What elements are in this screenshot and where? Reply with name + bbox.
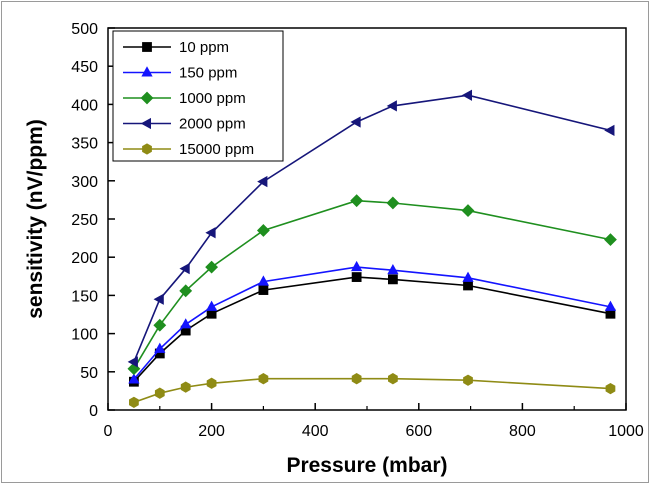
legend-swatch-marker [142, 143, 152, 155]
data-point-10-ppm [387, 274, 398, 285]
series-line-150-ppm [133, 266, 611, 380]
series-layer [127, 89, 617, 408]
data-point-150-ppm [604, 300, 617, 311]
y-tick-label: 300 [71, 174, 98, 191]
legend-item-15000-ppm: 15000 ppm [123, 141, 254, 158]
series-line-1000-ppm [133, 199, 611, 370]
legend-label: 10 ppm [179, 39, 229, 56]
series-150-ppm [128, 260, 617, 384]
data-point-1000-ppm [350, 194, 364, 208]
y-tick-label: 150 [71, 288, 98, 305]
y-tick-label: 200 [71, 250, 98, 267]
data-point-2000-ppm [127, 356, 138, 368]
x-tick-label: 1000 [608, 423, 644, 440]
data-point-150-ppm [180, 318, 192, 329]
x-axis-title: Pressure (mbar) [286, 454, 447, 477]
data-point-1000-ppm [386, 196, 400, 210]
data-point-2000-ppm [604, 124, 615, 137]
x-tick-label: 800 [509, 423, 536, 440]
legend-swatch-marker [142, 42, 152, 52]
data-point-10-ppm [463, 280, 473, 291]
series-2000-ppm [127, 89, 615, 368]
y-tick-label: 250 [71, 212, 98, 229]
x-tick-label: 200 [198, 423, 225, 440]
legend-swatch-marker [141, 66, 153, 77]
x-tick-label: 0 [104, 423, 113, 440]
data-point-150-ppm [205, 300, 218, 311]
data-point-15000-ppm [351, 373, 362, 385]
series-15000-ppm [129, 373, 616, 408]
data-point-1000-ppm [179, 284, 193, 298]
x-tick-label: 400 [302, 423, 329, 440]
legend-item-150-ppm: 150 ppm [123, 65, 237, 82]
y-tick-label: 100 [71, 327, 98, 344]
axes-layer: 0 200 400 600 800 1000 0 50 100 150 200 250 300 350 40… [71, 21, 644, 440]
data-point-15000-ppm [154, 387, 165, 399]
legend-label: 2000 ppm [179, 116, 246, 133]
data-point-2000-ppm [205, 227, 216, 239]
data-point-1000-ppm [461, 204, 475, 218]
data-point-2000-ppm [257, 175, 268, 188]
legend-label: 1000 ppm [179, 90, 246, 107]
data-point-15000-ppm [463, 374, 473, 386]
legend-item-10-ppm: 10 ppm [123, 39, 229, 56]
y-tick-label: 350 [71, 136, 98, 153]
data-point-2000-ppm [386, 100, 397, 112]
data-point-1000-ppm [256, 224, 270, 237]
data-point-150-ppm [462, 271, 474, 282]
series-1000-ppm [127, 194, 617, 376]
data-point-15000-ppm [180, 381, 191, 393]
data-point-150-ppm [351, 260, 363, 272]
data-point-150-ppm [387, 263, 399, 275]
data-point-1000-ppm [604, 233, 617, 247]
data-point-15000-ppm [388, 373, 398, 385]
data-point-15000-ppm [605, 382, 616, 395]
x-tick-label: 600 [405, 423, 432, 440]
data-point-1000-ppm [205, 260, 219, 274]
legend-item-2000-ppm: 2000 ppm [123, 116, 246, 133]
y-tick-label: 450 [71, 59, 98, 76]
legend-swatch-marker [140, 117, 152, 130]
series-10-ppm [128, 272, 616, 387]
legend-box [112, 30, 284, 162]
y-tick-label: 400 [71, 97, 98, 114]
data-point-15000-ppm [129, 396, 139, 408]
y-axis-title: sensitivity (nV/ppm) [24, 119, 47, 319]
y-tick-label: 50 [80, 365, 98, 382]
legend-label: 150 ppm [179, 65, 237, 82]
data-point-150-ppm [128, 373, 140, 384]
data-point-10-ppm [351, 272, 362, 282]
data-point-15000-ppm [206, 377, 217, 389]
data-point-150-ppm [257, 275, 270, 286]
y-tick-label: 0 [89, 403, 98, 420]
data-point-150-ppm [154, 342, 166, 353]
data-point-2000-ppm [461, 89, 473, 101]
data-point-1000-ppm [153, 318, 167, 332]
data-point-2000-ppm [179, 263, 190, 275]
series-line-15000-ppm [133, 377, 611, 404]
legend-item-1000-ppm: 1000 ppm [123, 90, 246, 107]
data-point-15000-ppm [258, 373, 269, 385]
legend-label: 15000 ppm [179, 141, 254, 158]
data-point-2000-ppm [153, 293, 164, 305]
legend-swatch-marker [140, 91, 154, 105]
legend: 10 ppm 150 ppm 1000 ppm 2000 ppm 15000 ppm [112, 30, 284, 162]
y-tick-label: 500 [71, 21, 98, 38]
data-point-2000-ppm [350, 116, 361, 128]
data-point-10-ppm [258, 285, 269, 295]
